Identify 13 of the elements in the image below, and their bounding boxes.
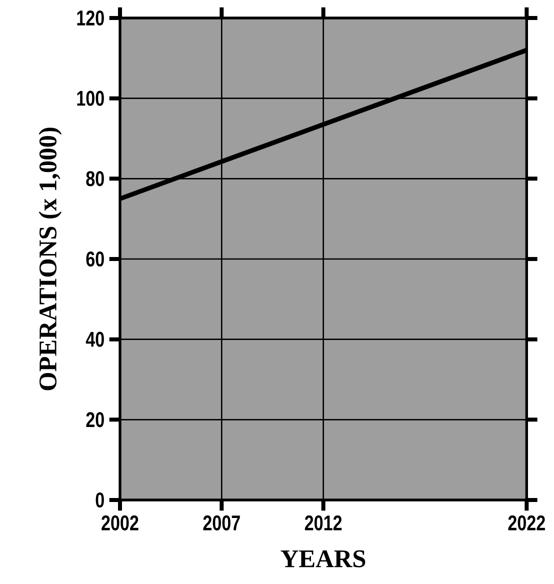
x-axis-title: YEARS (280, 550, 366, 568)
y-axis-title: OPERATIONS (x 1,000) (38, 128, 62, 390)
y-tick-label: 40 (86, 332, 104, 347)
x-tick-label: 2022 (508, 515, 545, 530)
y-tick-label: 20 (86, 412, 104, 428)
y-tick-label: 80 (86, 171, 104, 186)
y-tick-label: 100 (77, 90, 104, 106)
y-tick-label: 60 (86, 251, 104, 267)
y-tick-label: 120 (77, 10, 104, 26)
x-tick-label: 2007 (203, 515, 240, 530)
x-tick-label: 2012 (304, 515, 342, 530)
x-tick-label: 2002 (102, 515, 138, 530)
y-tick-label: 0 (96, 492, 104, 508)
